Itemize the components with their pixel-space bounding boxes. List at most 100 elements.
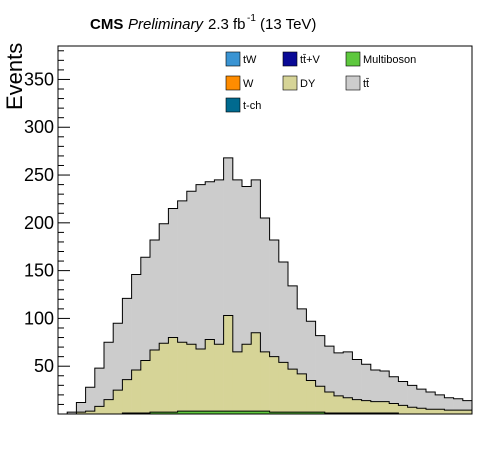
bin	[361, 364, 372, 401]
bin	[214, 344, 224, 412]
legend-label: W	[243, 78, 254, 90]
bin	[186, 191, 197, 345]
bin	[315, 412, 326, 414]
bin	[269, 356, 280, 413]
bin	[168, 412, 178, 414]
bin	[205, 181, 215, 340]
bin	[269, 412, 280, 414]
cms-label: CMS	[90, 16, 123, 33]
bin	[260, 351, 270, 412]
bin	[223, 411, 234, 414]
bin	[150, 240, 160, 350]
bin	[85, 411, 96, 414]
lumi-exponent: -1	[247, 13, 256, 24]
bin	[251, 179, 261, 333]
bin	[94, 406, 105, 414]
bin	[389, 376, 399, 404]
legend-label: tt̄+V	[300, 54, 321, 66]
bin	[398, 405, 408, 414]
bin	[462, 410, 473, 414]
bin	[232, 351, 243, 412]
bin	[223, 315, 234, 412]
bin	[435, 394, 445, 410]
y-tick-label: 350	[24, 69, 54, 89]
y-tick-label: 150	[24, 261, 54, 281]
bin	[131, 274, 142, 371]
bin	[76, 402, 86, 413]
bin	[94, 368, 105, 407]
bin	[186, 411, 197, 414]
legend-item-ttV: tt̄+V	[282, 51, 321, 67]
bin	[214, 411, 224, 414]
bin	[297, 373, 307, 413]
y-axis-ticks: 50 100 150 200 250 300 350	[24, 50, 70, 405]
legend-label: DY	[300, 78, 316, 90]
legend-swatch	[282, 75, 298, 91]
series-outline	[58, 157, 472, 415]
bin	[122, 298, 132, 380]
bin	[150, 349, 160, 413]
bin	[140, 360, 151, 414]
bin	[288, 412, 298, 414]
series-dy	[76, 315, 473, 414]
bin	[462, 400, 473, 411]
bin	[85, 387, 96, 412]
bin	[251, 332, 261, 412]
bin	[205, 411, 215, 414]
bin	[343, 351, 353, 398]
bin	[416, 408, 427, 414]
bin	[407, 407, 418, 414]
bin	[140, 257, 151, 361]
legend-label: t-ch	[243, 100, 261, 112]
legend-item-tch: t-ch	[225, 97, 261, 113]
bin	[186, 344, 197, 412]
bin	[159, 223, 169, 344]
legend-swatch	[345, 51, 361, 67]
bin	[297, 412, 307, 414]
bin	[288, 369, 298, 413]
bin	[260, 218, 270, 352]
series-outline	[58, 315, 472, 415]
bin	[177, 200, 188, 343]
bin	[453, 398, 464, 411]
bin	[113, 390, 123, 414]
bin	[260, 411, 270, 414]
legend-item-multiboson: Multiboson	[345, 51, 416, 67]
bin	[168, 208, 178, 338]
y-tick-label: 100	[24, 308, 54, 328]
bin	[205, 339, 215, 412]
bin	[398, 381, 408, 406]
legend-item-W: W	[225, 75, 254, 91]
stacked-histogram	[58, 157, 473, 415]
bin	[416, 389, 427, 409]
bin	[196, 184, 206, 350]
preliminary-label: Preliminary	[128, 16, 205, 33]
legend-swatch	[225, 97, 241, 113]
bin	[407, 385, 418, 408]
bin	[122, 379, 132, 414]
bin	[159, 412, 169, 414]
bin	[131, 370, 142, 414]
bin	[251, 411, 261, 414]
bin	[426, 409, 436, 414]
bin	[150, 412, 160, 414]
legend-swatch	[225, 51, 241, 67]
bin	[324, 346, 335, 393]
y-tick-label: 250	[24, 165, 54, 185]
bin	[324, 392, 335, 414]
energy-label: (13 TeV)	[260, 16, 316, 33]
legend-item-ttbar: tt̄	[345, 75, 369, 91]
bin	[444, 397, 454, 411]
bin	[278, 412, 289, 414]
y-tick-label: 50	[34, 356, 54, 376]
series-tt-	[67, 157, 473, 414]
bin	[297, 308, 307, 374]
bin	[177, 411, 188, 414]
bin	[306, 380, 316, 413]
bin	[196, 349, 206, 412]
legend-label: tW	[243, 54, 257, 66]
bin	[232, 411, 243, 414]
y-tick-label: 300	[24, 117, 54, 137]
bin	[242, 186, 252, 345]
